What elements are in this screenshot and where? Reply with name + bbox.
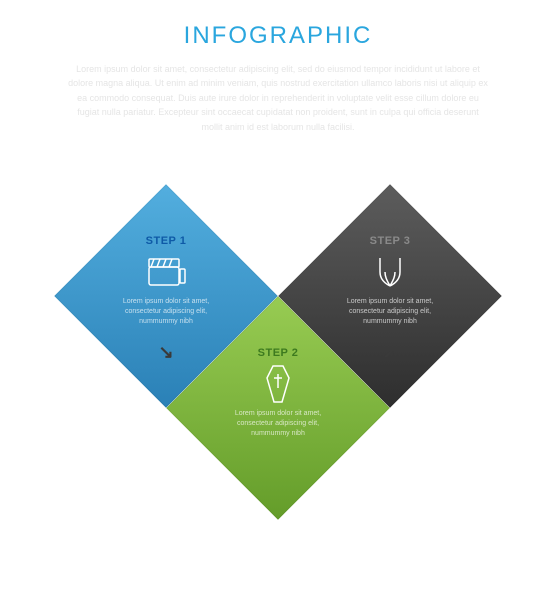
coffin-icon — [263, 365, 293, 403]
intro-lorem: Lorem ipsum dolor sit amet, consectetur … — [68, 62, 488, 134]
step-lorem-3: Lorem ipsum dolor sit amet, consectetur … — [330, 297, 450, 327]
step-label-2: Step 2 — [258, 347, 299, 359]
arrow-down-right-icon: ↘ — [156, 342, 176, 362]
arrow-up-right-icon: ↗ — [380, 342, 400, 362]
step-lorem-1: Lorem ipsum dolor sit amet, consectetur … — [106, 297, 226, 327]
step-lorem-2: Lorem ipsum dolor sit amet, consectetur … — [218, 409, 338, 439]
page-title: Infographic — [0, 22, 556, 50]
clapperboard-icon — [146, 253, 186, 291]
page: Infographic Lorem ipsum dolor sit amet, … — [0, 0, 556, 600]
diamond-content-2: Step 2 Lorem ipsum dolor sit amet, conse… — [199, 329, 357, 487]
step-label-1: Step 1 — [146, 235, 187, 247]
step-label-3: Step 3 — [370, 235, 411, 247]
roots-icon — [372, 253, 408, 291]
